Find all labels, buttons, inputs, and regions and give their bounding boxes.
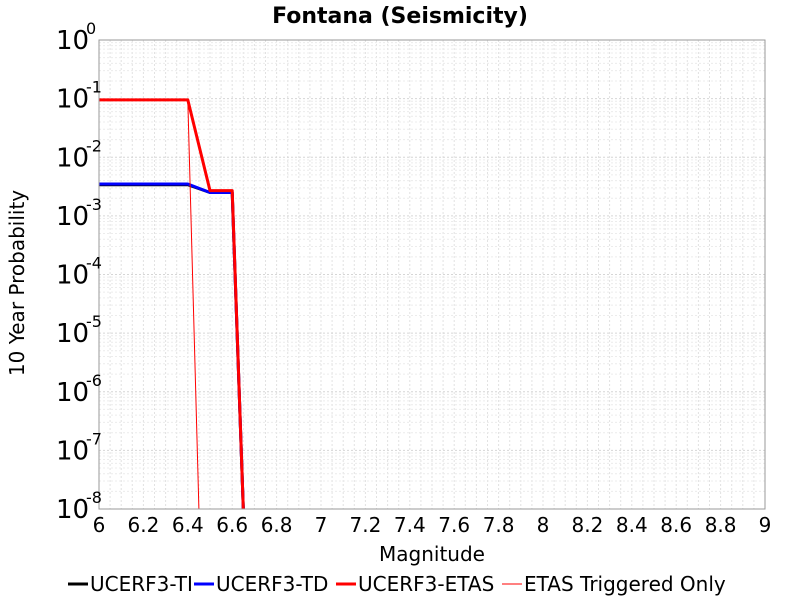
y-tick-label: 10-2 — [56, 136, 102, 173]
x-tick-label: 8 — [537, 513, 550, 537]
x-tick-label: 6.4 — [172, 513, 204, 537]
y-tick-base: 10 — [56, 378, 89, 408]
y-tick-label: 10-6 — [56, 371, 102, 408]
legend-item: ETAS Triggered Only — [502, 572, 726, 596]
x-tick-label: 7.4 — [394, 513, 426, 537]
y-tick-label: 10-3 — [56, 195, 102, 232]
legend-label: ETAS Triggered Only — [524, 572, 726, 596]
y-tick-label: 10-7 — [56, 429, 102, 466]
y-tick-base: 10 — [56, 436, 89, 466]
y-tick-label: 100 — [56, 19, 96, 56]
legend: UCERF3-TI UCERF3-TD UCERF3-ETAS ETAS Trigge… — [68, 572, 726, 596]
y-tick-label: 10-1 — [56, 78, 102, 115]
plot-border — [98, 39, 766, 510]
y-tick-exponent: -8 — [86, 488, 102, 507]
series-line-etas-triggered-only — [99, 99, 200, 510]
x-tick-label: 8.6 — [660, 513, 692, 537]
y-tick-base: 10 — [56, 319, 89, 349]
grid-layer — [98, 40, 766, 510]
legend-label: UCERF3-ETAS — [358, 572, 494, 596]
y-tick-exponent: 0 — [86, 19, 96, 38]
y-tick-label: 10-4 — [56, 254, 102, 291]
legend-item: UCERF3-TD — [194, 572, 328, 596]
y-tick-exponent: -2 — [86, 136, 102, 155]
y-tick-base: 10 — [56, 495, 89, 525]
y-tick-exponent: -3 — [86, 195, 102, 214]
legend-item: UCERF3-ETAS — [336, 572, 494, 596]
x-tick-labels: 6 6.2 6.4 6.6 6.8 7 7.2 7.4 7.6 7.8 8 8.2 8.4 8.6 8.8 9 — [93, 513, 772, 537]
y-tick-base: 10 — [56, 202, 89, 232]
y-tick-label: 10-8 — [56, 488, 102, 525]
y-tick-base: 10 — [56, 26, 89, 56]
x-axis-label: Magnitude — [379, 542, 485, 566]
series-line-ucerf3-td — [99, 182, 245, 510]
x-tick-label: 7 — [315, 513, 328, 537]
y-tick-base: 10 — [56, 261, 89, 291]
y-tick-exponent: -4 — [86, 254, 102, 273]
y-tick-exponent: -1 — [86, 78, 102, 97]
x-tick-label: 6.6 — [216, 513, 248, 537]
x-tick-label: 8.2 — [571, 513, 603, 537]
x-tick-label: 6 — [93, 513, 106, 537]
x-tick-label: 6.8 — [261, 513, 293, 537]
y-tick-base: 10 — [56, 85, 89, 115]
y-axis-label: 10 Year Probability — [5, 190, 29, 376]
x-tick-label: 7.8 — [483, 513, 515, 537]
x-tick-label: 8.4 — [616, 513, 648, 537]
x-tick-label: 6.2 — [127, 513, 159, 537]
y-tick-exponent: -7 — [86, 429, 102, 448]
y-tick-exponent: -6 — [86, 371, 102, 390]
y-tick-exponent: -5 — [86, 312, 102, 331]
y-tick-base: 10 — [56, 143, 89, 173]
x-tick-label: 9 — [759, 513, 772, 537]
x-tick-label: 8.8 — [705, 513, 737, 537]
legend-label: UCERF3-TD — [216, 572, 328, 596]
chart-title: Fontana (Seismicity) — [272, 4, 528, 29]
y-tick-label: 10-5 — [56, 312, 102, 349]
legend-item: UCERF3-TI — [68, 572, 193, 596]
series-layer — [99, 98, 245, 510]
legend-label: UCERF3-TI — [90, 572, 193, 596]
x-tick-label: 7.2 — [349, 513, 381, 537]
x-tick-label: 7.6 — [438, 513, 470, 537]
